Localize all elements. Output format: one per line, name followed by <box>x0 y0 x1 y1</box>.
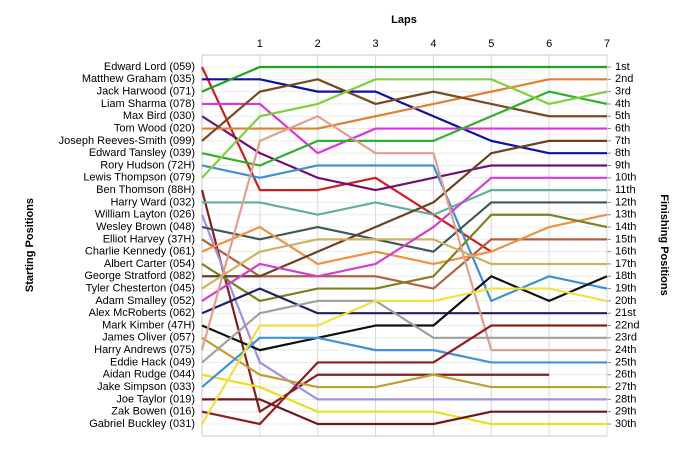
y2-tick-label: 2nd <box>615 73 633 85</box>
x-tick-label: 5 <box>488 38 494 50</box>
y2-tick-label: 29th <box>615 406 636 418</box>
series-line <box>201 287 607 315</box>
y2-tick-label: 16th <box>615 246 636 258</box>
series-label: Tyler Chesterton (045) <box>86 282 195 294</box>
series-label: Eddie Hack (049) <box>110 356 195 368</box>
series-line <box>202 398 607 426</box>
series-label: George Stratford (082) <box>84 270 195 282</box>
series-line <box>201 78 607 142</box>
y2-tick-label: 24th <box>615 344 636 356</box>
series-label: Albert Carter (054) <box>104 258 195 270</box>
y2-tick-label: 26th <box>615 369 636 381</box>
y2-tick-label: 9th <box>615 159 630 171</box>
series-label: Mark Kimber (47H) <box>102 319 195 331</box>
series-line <box>202 189 607 216</box>
x-tick-label: 4 <box>430 38 436 50</box>
y2-tick-label: 19th <box>615 282 636 294</box>
series-label: Harry Andrews (075) <box>94 344 195 356</box>
series-label: Jack Harwood (071) <box>97 86 195 98</box>
y2-tick-label: 7th <box>615 135 630 147</box>
series-line <box>201 90 608 167</box>
series-line <box>201 115 607 192</box>
series-label: Tom Wood (020) <box>114 122 195 134</box>
series-label: Edward Lord (059) <box>104 61 195 73</box>
y2-tick-label: 12th <box>615 196 636 208</box>
series-label: Wesley Brown (048) <box>96 221 195 233</box>
chart-title: Laps <box>391 14 417 26</box>
series-label: Adam Smalley (052) <box>95 295 195 307</box>
series-line <box>201 238 607 290</box>
series-label: Rory Hudson (72H) <box>100 159 195 171</box>
y2-tick-label: 27th <box>615 381 636 393</box>
series-line <box>202 102 607 155</box>
series-label: James Oliver (057) <box>102 332 195 344</box>
y2-tick-label: 23rd <box>615 332 637 344</box>
series-line <box>201 287 608 425</box>
series-line <box>202 78 607 155</box>
series-label: Edward Tansley (039) <box>89 147 195 159</box>
series-line <box>201 373 607 426</box>
y2-tick-label: 20th <box>615 295 636 307</box>
series-line <box>201 176 607 302</box>
series-label: Max Bird (030) <box>123 110 195 122</box>
series-label: Alex McRoberts (062) <box>89 307 195 319</box>
y2-tick-label: 15th <box>615 233 636 245</box>
series-label: Aidan Rudge (044) <box>103 369 195 381</box>
y2-tick-label: 13th <box>615 209 636 221</box>
series-line <box>201 336 607 388</box>
series-line <box>201 299 607 364</box>
y2-tick-label: 28th <box>615 393 636 405</box>
x-tick-label: 7 <box>604 38 610 50</box>
x-tick-label: 1 <box>257 38 263 50</box>
y2-tick-label: 3rd <box>615 86 631 98</box>
y2-tick-label: 18th <box>615 270 636 282</box>
y2-tick-label: 11th <box>615 184 636 196</box>
y2-tick-label: 21st <box>615 307 636 319</box>
series-label: Zak Bowen (016) <box>111 406 195 418</box>
y2-tick-label: 14th <box>615 221 636 233</box>
series-label: Lewis Thompson (079) <box>83 172 195 184</box>
y2-tick-label: 10th <box>615 172 636 184</box>
y-axis-title: Starting Positions <box>24 198 36 292</box>
series-line <box>201 275 608 352</box>
series-label: Joe Taylor (019) <box>116 393 195 405</box>
y2-tick-label: 6th <box>615 122 630 134</box>
y2-tick-label: 22nd <box>615 319 639 331</box>
series-label: Charlie Kennedy (061) <box>85 246 195 258</box>
series-line <box>201 324 607 426</box>
series-line <box>201 78 608 179</box>
series-line <box>201 213 608 266</box>
series-line <box>201 213 608 302</box>
series-label: Jake Simpson (033) <box>97 381 195 393</box>
series-label: Joseph Reeves-Smith (099) <box>59 135 195 147</box>
series-line <box>201 336 607 389</box>
series-line <box>201 164 608 302</box>
y2-tick-label: 25th <box>615 356 636 368</box>
series-label: Gabriel Buckley (031) <box>89 418 195 430</box>
x-tick-label: 2 <box>315 38 321 50</box>
series-label: Elliot Harvey (37H) <box>103 233 195 245</box>
series-label: Ben Thomson (88H) <box>96 184 195 196</box>
series-label: Harry Ward (032) <box>110 196 195 208</box>
y2-tick-label: 8th <box>615 147 630 159</box>
x-tick-label: 6 <box>546 38 552 50</box>
y2-axis-title: Finishing Positions <box>658 194 670 295</box>
series-line <box>200 115 607 352</box>
y2-tick-label: 17th <box>615 258 636 270</box>
series-line <box>200 214 607 401</box>
x-tick-label: 3 <box>373 38 379 50</box>
series-label: Matthew Graham (035) <box>82 73 195 85</box>
series-label: Liam Sharma (078) <box>101 98 195 110</box>
y2-tick-label: 4th <box>615 98 630 110</box>
series-line <box>200 189 550 413</box>
series-line <box>201 65 607 93</box>
y2-tick-label: 5th <box>615 110 630 122</box>
y2-tick-label: 1st <box>615 61 630 73</box>
series-line <box>202 78 607 130</box>
y2-tick-label: 30th <box>615 418 636 430</box>
series-label: William Layton (026) <box>95 209 195 221</box>
series-line <box>202 139 607 278</box>
